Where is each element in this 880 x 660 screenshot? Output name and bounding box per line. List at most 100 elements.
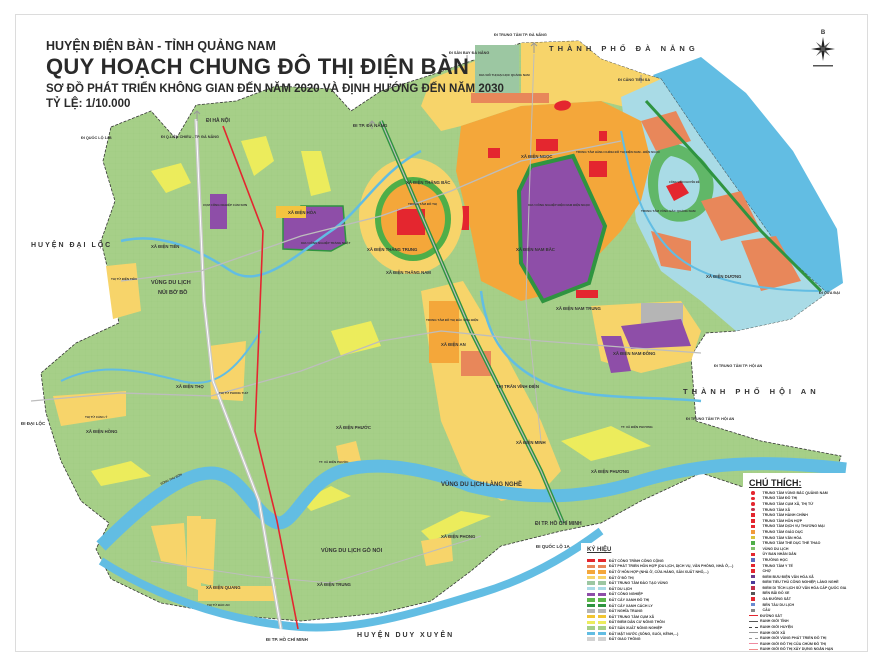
legend-swatch — [598, 598, 606, 602]
legend-label: TRUNG TÂM XÃ — [762, 507, 791, 512]
place-label: KHU CÔNG NGHIỆP TRẢNG NHẬT — [301, 240, 350, 245]
legend-item: RANH GIỚI XÃ — [749, 630, 867, 636]
place-label: XÃ ĐIỆN AN — [441, 342, 466, 347]
place-label: TRUNG TÂM VÙNG BẮC QUẢNG NAM — [641, 208, 696, 213]
label-to-ha-noi: ĐI HÀ NỘI — [206, 116, 231, 124]
place-label: XÃ ĐIỆN NAM ĐÔNG — [613, 351, 656, 356]
place-label: TT. XÃ ĐIỆN PHƯỚC — [319, 459, 349, 464]
place-label: XÃ ĐIỆN HỒNG — [86, 429, 118, 434]
place-label: TT. XÃ ĐIỆN PHƯƠNG — [621, 424, 653, 429]
legend-swatch — [598, 609, 606, 613]
legend-item: RANH GIỚI ĐÔ THỊ XÂY DỰNG NGẮN HẠN — [749, 647, 867, 651]
roads — [30, 53, 823, 630]
regional-center-site — [666, 181, 689, 201]
legend-item: ĐẤT Ở ĐÔ THỊ — [587, 575, 754, 581]
dien-hoa-center — [276, 206, 306, 218]
legend-item: TRUNG TÂM VÙNG BẮC QUẢNG NAM — [749, 490, 867, 496]
legend-item: TRUNG TÂM CỤM XÃ, THỊ TỨ — [749, 501, 867, 507]
legend-label: ĐIỂM DI TÍCH LỊCH SỬ VĂN HÓA CẤP QUỐC GI… — [762, 585, 847, 590]
legend-item: TRUNG TÂM ĐÔ THỊ — [749, 496, 867, 502]
culture-center-icon — [751, 535, 755, 540]
direction-labels: ĐI HÀ NỘI ĐI QUỐC LỘ 14B ĐI Q.LIÊN CHIỂU… — [21, 32, 840, 642]
legend-swatch — [598, 570, 606, 574]
legend-swatch — [587, 570, 595, 574]
township-areas — [53, 263, 453, 601]
railway-station-icon — [751, 597, 755, 601]
legend-label: ĐẤT CÔNG TRÌNH CÔNG CỘNG — [609, 558, 664, 563]
legend-label: VÙNG DU LỊCH — [762, 546, 789, 551]
legend-item: ĐẤT TRUNG TÂM ĐÀO TẠO VÙNG — [587, 580, 754, 586]
legend-swatch — [587, 575, 595, 580]
legend-item: ĐẤT CÔNG NGHIỆP — [587, 592, 754, 598]
legend-swatch — [587, 587, 595, 591]
title-block: HUYỆN ĐIỆN BÀN - TỈNH QUẢNG NAM QUY HOẠC… — [46, 39, 504, 110]
legend-label: TRUNG TÂM VÙNG BẮC QUẢNG NAM — [762, 490, 828, 495]
planning-map[interactable]: B THÀNH PHỐ ĐÀ NẴNG THÀNH PHỐ HỘI AN HUY… — [16, 15, 867, 651]
urban-development-boundary-icon — [749, 637, 758, 639]
post-office-icon — [751, 574, 755, 579]
legend-item: RANH GIỚI TỈNH — [749, 619, 867, 625]
legend-label: BẾN BÃI ĐỖ XE — [762, 591, 790, 596]
urban-center-icon — [751, 496, 755, 501]
legend-swatch — [598, 631, 606, 636]
label-to-tien-sa-port: ĐI CẢNG TIÊN SA — [618, 77, 650, 82]
peoples-committee-icon — [751, 552, 755, 557]
legend-item: TRUNG TÂM XÃ — [749, 507, 867, 513]
legend-swatch — [587, 592, 595, 597]
legend-swatch — [587, 615, 595, 619]
label-duy-xuyen: HUYỆN DUY XUYÊN — [357, 630, 454, 639]
legend-label: TRUNG TÂM Y TẾ — [762, 563, 793, 568]
legend-swatch — [587, 564, 595, 569]
compass-north-letter: B — [821, 30, 826, 36]
legend-label: ĐẤT NGHĨA TRANG — [609, 609, 643, 614]
legend-swatch — [598, 620, 606, 625]
legend-item: ĐẤT SẢN XUẤT NÔNG NGHIỆP — [587, 625, 754, 631]
craft-village-icon — [751, 580, 755, 585]
legend-item: ĐẤT GIAO THÔNG — [587, 636, 754, 642]
label-to-hcmc-1: ĐI TP. HỒ CHÍ MINH — [535, 519, 582, 527]
university-urban-zone — [475, 45, 519, 93]
legend-item: TRUNG TÂM THỂ DỤC THỂ THAO — [749, 540, 867, 546]
place-label: THỊ TỨ CẨM LÝ — [85, 414, 107, 419]
dien-nam-dien-ngoc-industrial-zone — [516, 153, 608, 304]
bridge-icon — [751, 608, 755, 613]
legend-label: ĐẤT Ở HỖN HỢP (NHÀ Ở, CỬA HÀNG, SẢN XUẤT… — [609, 569, 709, 574]
school-icon — [751, 558, 755, 562]
sea — [653, 57, 843, 293]
legend-item: TRUNG TÂM HÀNH CHÍNH — [749, 512, 867, 518]
legend-label: RANH GIỚI XÃ — [760, 630, 786, 635]
legend-item: TRUNG TÂM GIÁO DỤC — [749, 529, 867, 535]
legend-item: ĐẤT CÂY XANH CÁCH LY — [587, 603, 754, 609]
legend-item: BẾN TÀU DU LỊCH — [749, 602, 867, 608]
legend-item: ĐẤT MẶT NƯỚC (SÔNG, SUỐI, KÊNH,...) — [587, 631, 754, 637]
place-label: XÃ ĐIỆN PHONG — [441, 534, 476, 539]
legend-item: VÙNG DU LỊCH — [749, 546, 867, 552]
legend-swatch — [587, 637, 595, 641]
legend-item: TRUNG TÂM Y TẾ — [749, 563, 867, 569]
legend-item: ỦY BAN NHÂN DÂN — [749, 552, 867, 558]
place-label: THỊ TỨ BẢO AN — [207, 602, 230, 607]
place-label: VÙNG DU LỊCH LÀNG NGHỀ — [441, 481, 522, 488]
place-label: TRUNG TÂM ĐÔ THỊ — [408, 201, 437, 206]
place-label: XÃ ĐIỆN PHƯỚC — [336, 425, 371, 430]
commune-center-icon — [751, 507, 755, 512]
legend-label: ĐẤT TRUNG TÂM ĐÀO TẠO VÙNG — [609, 581, 668, 586]
mixed-center-icon — [751, 519, 755, 523]
legend-item: ĐẤT ĐIỂM DÂN CƯ NÔNG THÔN — [587, 620, 754, 626]
place-label: XÃ ĐIỆN THỌ — [176, 384, 204, 389]
legend-item: CẦU — [749, 607, 867, 613]
place-label: XÃ ĐIỆN THẮNG BẮC — [406, 180, 450, 185]
direction-arrows — [193, 42, 642, 129]
legend-label: TRUNG TÂM HÀNH CHÍNH — [762, 513, 808, 518]
administrative-center-icon — [751, 513, 755, 517]
place-label: XÃ ĐIỆN MINH — [516, 440, 546, 445]
legend-label: TRUNG TÂM GIÁO DỤC — [762, 529, 804, 534]
legend-label: ĐẤT CÔNG NGHIỆP — [609, 592, 643, 597]
scale-bar — [813, 65, 833, 67]
legend-swatch — [598, 575, 606, 580]
dien-nam-dong-industrial-2 — [601, 336, 631, 373]
place-label: XÃ ĐIỆN THẮNG TRUNG — [367, 247, 418, 252]
legend-item: ĐẤT CÔNG TRÌNH CÔNG CỘNG — [587, 558, 754, 564]
legend-swatch — [587, 609, 595, 613]
legend-label: ĐẤT SẢN XUẤT NÔNG NGHIỆP — [609, 625, 663, 630]
